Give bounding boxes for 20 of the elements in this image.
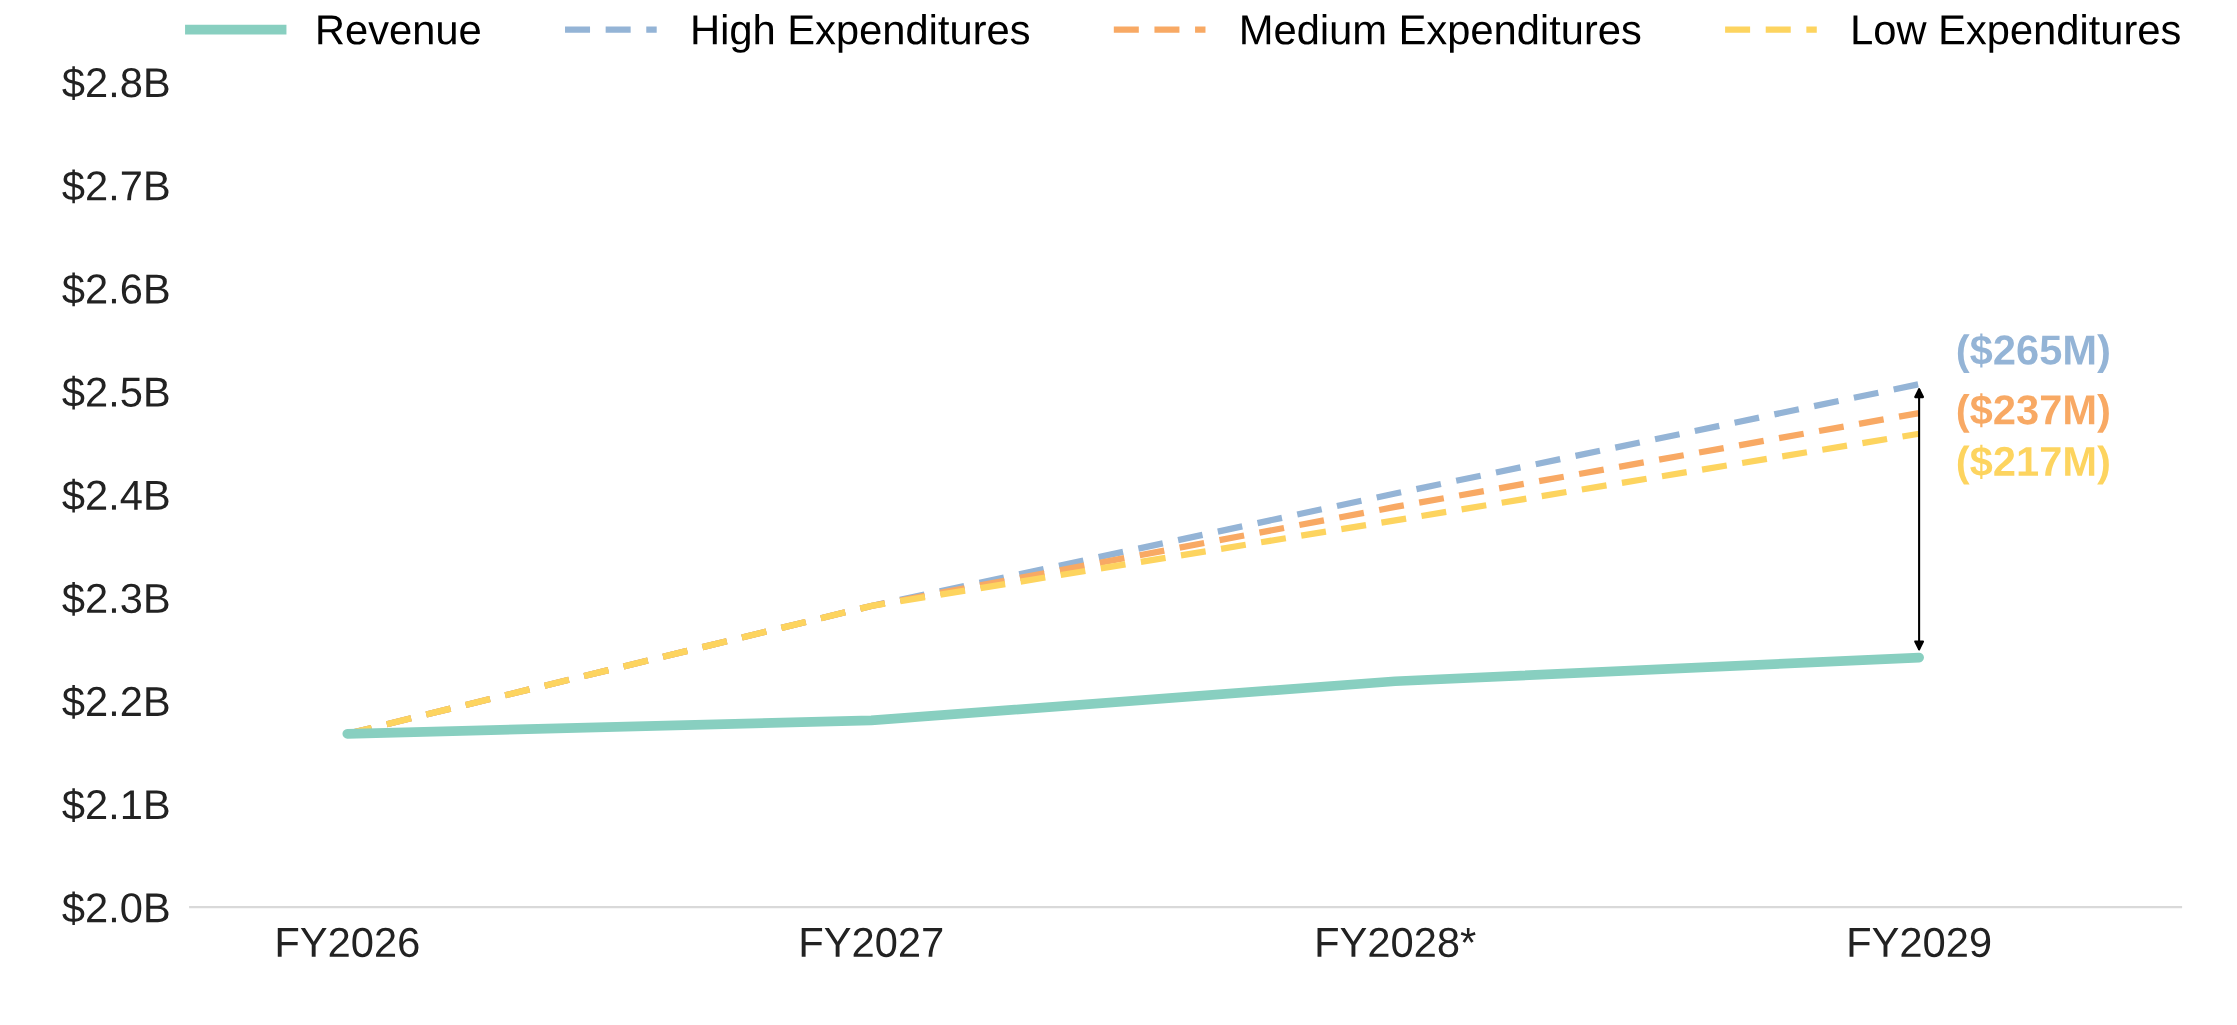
x-tick-label: FY2029 [1849,927,1991,958]
y-tick-label: $2.5B [62,375,169,410]
y-tick-label: $2.1B [62,788,169,822]
legend-label: Medium Expenditures [1242,13,1641,53]
y-tick-label: $2.7B [62,169,169,204]
y-tick-label: $2.4B [62,478,169,513]
legend-label: High Expenditures [693,13,1029,53]
y-tick-label: $2.3B [62,581,169,616]
legend-label: Revenue [318,15,480,45]
x-tick-label: FY2026 [277,927,419,958]
y-tick-label: $2.0B [62,891,169,926]
x-tick-label: FY2028* [1317,927,1476,958]
y-tick-label: $2.2B [62,685,169,719]
annotation: ($237M) [1957,393,2109,433]
annotation: ($265M) [1957,333,2109,374]
annotation: ($217M) [1957,444,2109,485]
x-tick-label: FY2027 [801,927,943,958]
y-tick-label: $2.8B [62,66,169,100]
legend-label: Low Expenditures [1853,13,2180,53]
y-tick-label: $2.6B [62,272,169,307]
